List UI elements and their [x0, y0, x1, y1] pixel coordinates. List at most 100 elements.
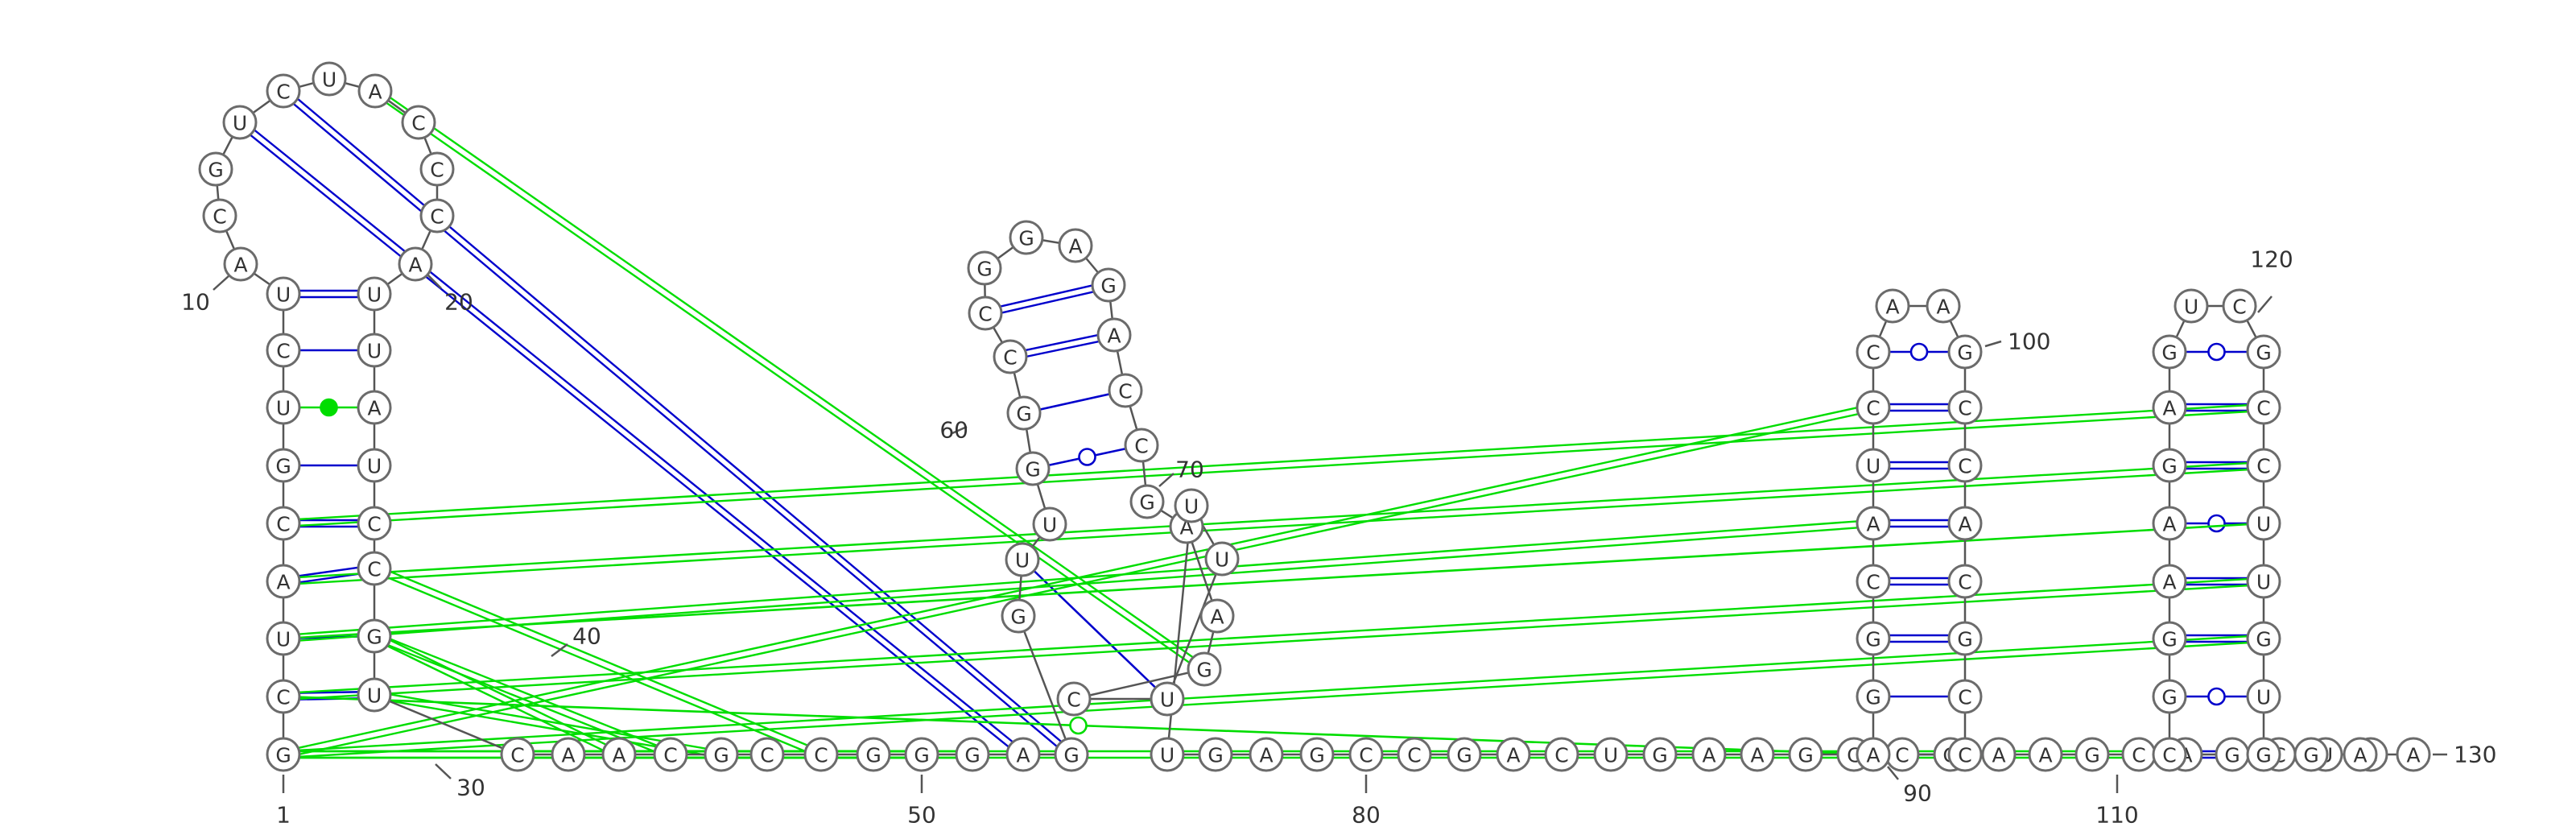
nucleotide: C: [266, 679, 301, 714]
pair-line: [1023, 389, 1126, 415]
nucleotide: C: [1947, 448, 1983, 483]
nucleotide-circle: [1108, 373, 1143, 408]
position-label-20: 20: [426, 273, 473, 316]
position-label-50: 50: [907, 775, 936, 829]
nucleotide: G: [266, 737, 301, 772]
nucleotide-circle: [1187, 651, 1222, 687]
nucleotide-circle: [223, 246, 258, 282]
nucleotide-circle: [357, 276, 392, 312]
position-tick: [213, 275, 230, 291]
pair-line: [985, 287, 1110, 318]
nucleotide-letter: C: [1958, 455, 1971, 478]
nucleotide-circle: [2152, 390, 2187, 425]
nucleotide-circle: [1947, 334, 1983, 370]
nucleotide-circle: [1856, 506, 1891, 541]
nucleotide: C: [968, 296, 1003, 331]
nucleotide-letter: A: [2162, 513, 2176, 536]
position-tick: [952, 425, 968, 435]
nucleotide: G: [266, 448, 301, 483]
nucleotide-circle: [266, 333, 301, 368]
pair-ring-marker: [1909, 342, 1929, 362]
nucleotide-letter: G: [1100, 275, 1116, 298]
position-number: 40: [572, 623, 601, 650]
nucleotide-circle: [1856, 334, 1891, 370]
nucleotide-letter: C: [1866, 341, 1880, 365]
pair-line: [241, 118, 1026, 753]
nucleotide-letter: U: [367, 455, 382, 478]
nucleotide-circle: [1926, 288, 1961, 324]
nucleotide: U: [1032, 506, 1067, 542]
nucleotide: G: [1198, 737, 1233, 772]
nucleotide-circle: [357, 73, 393, 109]
nucleotide-circle: [1447, 737, 1482, 772]
nucleotide-letter: G: [2161, 455, 2177, 478]
position-number: 100: [2008, 329, 2050, 355]
nucleotide-letter: U: [1160, 688, 1174, 712]
nucleotide-letter: A: [2353, 744, 2367, 767]
nucleotide: G: [357, 618, 392, 654]
pair-line: [376, 87, 1207, 668]
nucleotide-circle: [2246, 448, 2281, 483]
nucleotide-circle: [1032, 506, 1067, 542]
canonical-pair-13-39: [237, 118, 1026, 759]
position-label-70: 70: [1158, 457, 1204, 487]
nucleotide-circle: [1642, 737, 1678, 772]
nucleotide-circle: [1856, 679, 1891, 714]
nucleotide: C: [202, 198, 237, 234]
nucleotide-letter: G: [1208, 744, 1223, 767]
nucleotide: G: [967, 250, 1002, 286]
nucleotide: A: [223, 246, 258, 282]
position-tick: [426, 273, 442, 289]
nucleotide-circle: [856, 737, 891, 772]
nucleotide-letter: G: [2256, 744, 2271, 767]
nucleotide: C: [419, 198, 455, 234]
nucleotide: C: [1108, 373, 1143, 408]
nucleotide: C: [2152, 737, 2187, 772]
pair-ring-marker: [1078, 448, 1096, 466]
nucleotide-circle: [955, 737, 990, 772]
nucleotide: A: [1740, 737, 1775, 772]
nucleotide-letter: C: [1958, 744, 1971, 767]
nucleotide: A: [1856, 506, 1891, 541]
nucleotide: C: [1397, 737, 1432, 772]
nucleotide-circle: [653, 737, 688, 772]
nucleotide-circle: [2343, 737, 2378, 772]
nucleotide: G: [704, 737, 739, 772]
nucleotide-circle: [1005, 542, 1040, 577]
canonical-pair-44-54: [1032, 444, 1142, 470]
nucleotide-circle: [266, 276, 301, 312]
nucleotide-letter: A: [1016, 744, 1030, 767]
nucleotide-letter: U: [322, 68, 336, 92]
pair-dot-marker: [320, 398, 338, 417]
nucleotide-letter: U: [1604, 744, 1618, 767]
nucleotide-letter: C: [2232, 296, 2246, 319]
nucleotide-letter: U: [2256, 513, 2271, 536]
nucleotide: A: [1691, 737, 1727, 772]
nucleotide-circle: [1593, 737, 1629, 772]
nucleotide-circle: [1150, 681, 1185, 717]
nucleotide: A: [1096, 317, 1132, 353]
nucleotide-circle: [2293, 737, 2329, 772]
nucleotide: G: [2152, 679, 2187, 714]
nucleotide: C: [1856, 564, 1891, 599]
nucleotide-circle: [266, 448, 301, 483]
nucleotide-circle: [419, 198, 455, 234]
nucleotide-circle: [904, 737, 939, 772]
nucleotide: G: [1856, 679, 1891, 714]
pair-line: [283, 461, 2264, 580]
nucleotide: G: [1947, 621, 1983, 656]
nucleotide: C: [1544, 737, 1579, 772]
nucleotide-letter: U: [367, 340, 382, 363]
nucleotide: U: [266, 390, 301, 425]
nucleotide: G: [1788, 737, 1823, 772]
position-label-120: 120: [2250, 246, 2293, 313]
nucleotide-letter: A: [1259, 744, 1273, 767]
nucleotide: C: [653, 737, 688, 772]
nucleotide-letter: G: [1798, 744, 1813, 767]
nucleotide: U: [2246, 506, 2281, 541]
nucleotide-letter: G: [1652, 744, 1667, 767]
nucleotide-letter: C: [276, 340, 290, 363]
canonical-pair-47-51: [984, 280, 1110, 318]
